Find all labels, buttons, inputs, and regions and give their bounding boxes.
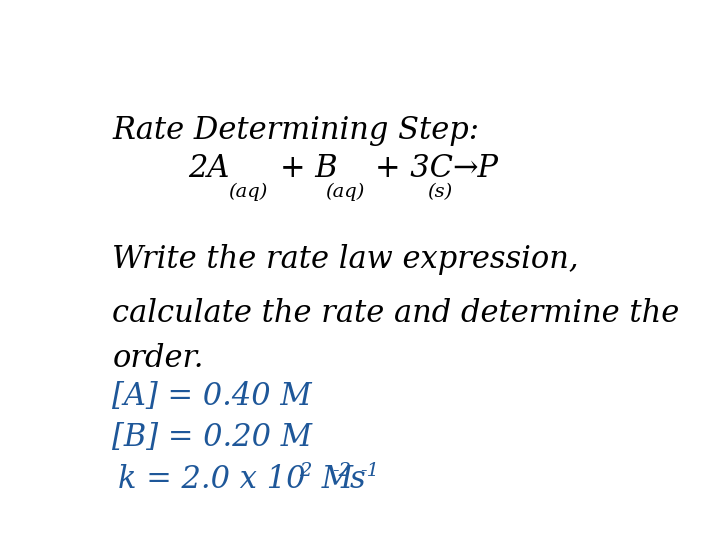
Text: s: s (349, 464, 365, 495)
Text: [B] = 0.20 M: [B] = 0.20 M (112, 422, 312, 454)
Text: calculate the rate and determine the: calculate the rate and determine the (112, 298, 680, 329)
Text: order.: order. (112, 343, 204, 374)
Text: 2: 2 (300, 462, 312, 480)
Text: 2A: 2A (188, 153, 229, 184)
Text: (aq): (aq) (325, 183, 365, 201)
Text: Write the rate law expression,: Write the rate law expression, (112, 244, 579, 275)
Text: k = 2.0 x 10: k = 2.0 x 10 (118, 464, 305, 495)
Text: →P: →P (453, 153, 499, 184)
Text: + 3C: + 3C (374, 153, 453, 184)
Text: [A] = 0.40 M: [A] = 0.40 M (112, 381, 312, 412)
Text: (aq): (aq) (228, 183, 267, 201)
Text: (s): (s) (428, 183, 453, 201)
Text: M: M (312, 464, 353, 495)
Text: -1: -1 (361, 462, 379, 480)
Text: Rate Determining Step:: Rate Determining Step: (112, 114, 480, 146)
Text: -2: -2 (333, 462, 352, 480)
Text: + B: + B (279, 153, 338, 184)
